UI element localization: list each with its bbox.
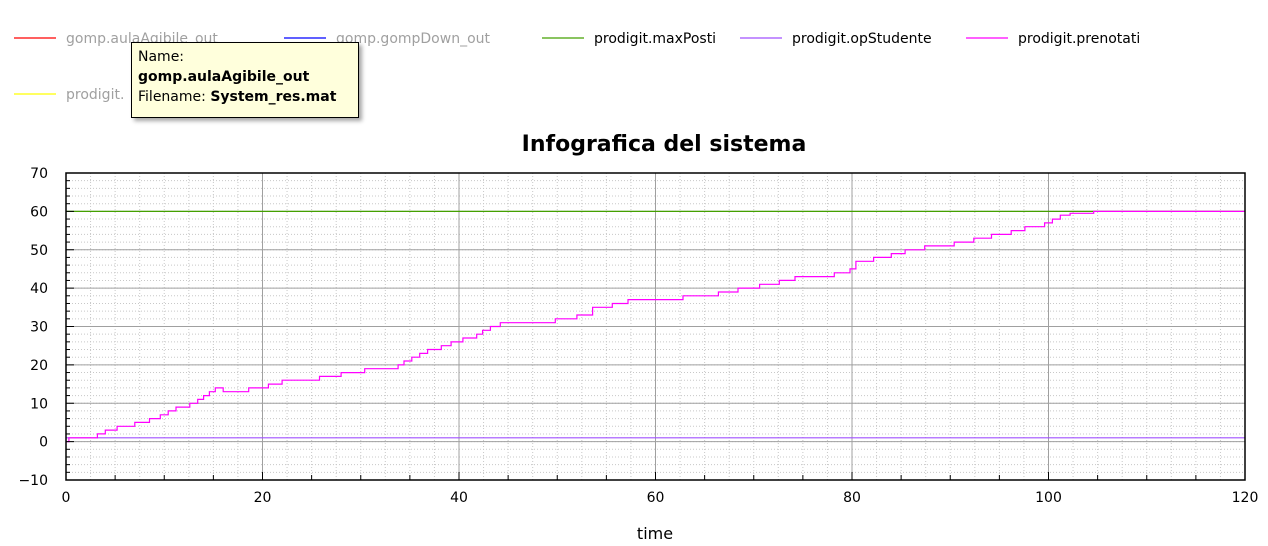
legend-item-label[interactable]: prodigit.opStudente bbox=[792, 31, 932, 47]
chart-title: Infografica del sistema bbox=[522, 132, 807, 157]
series-line-prodigit-prenotati bbox=[66, 210, 1245, 443]
y-tick-label: 70 bbox=[30, 166, 48, 182]
x-tick-label: 0 bbox=[62, 490, 71, 506]
x-tick-label: 80 bbox=[843, 490, 861, 506]
y-tick-label: 30 bbox=[30, 320, 48, 336]
legend-item-label[interactable]: prodigit.maxPosti bbox=[594, 31, 716, 47]
legend-item-label[interactable]: prodigit.prenotati bbox=[1018, 31, 1140, 47]
series-layer bbox=[66, 210, 1245, 443]
y-tick-label: 40 bbox=[30, 281, 48, 297]
y-tick-label: 0 bbox=[39, 435, 48, 451]
x-tick-label: 60 bbox=[647, 490, 665, 506]
series-tooltip: Name: gomp.aulaAgibile_out Filename: Sys… bbox=[131, 42, 359, 118]
tooltip-name-value: gomp.aulaAgibile_out bbox=[138, 69, 310, 85]
y-tick-labels: −10 0 10 20 30 40 50 60 70 bbox=[18, 166, 48, 489]
x-tick-label: 120 bbox=[1232, 490, 1259, 506]
tooltip-filename-value: System_res.mat bbox=[210, 89, 337, 105]
y-tick-label: 20 bbox=[30, 358, 48, 374]
y-tick-label: 50 bbox=[30, 243, 48, 259]
y-tick-label: −10 bbox=[18, 473, 48, 489]
legend-item-label[interactable]: prodigit. bbox=[66, 87, 124, 103]
legend-item-label[interactable]: gomp.gompDown_out bbox=[336, 31, 491, 47]
legend: gomp.aulaAgibile_out gomp.gompDown_out pro… bbox=[14, 31, 1140, 103]
y-tick-label: 10 bbox=[30, 396, 48, 412]
x-tick-label: 100 bbox=[1035, 490, 1062, 506]
tooltip-filename-label: Filename: bbox=[138, 89, 206, 105]
y-tick-label: 60 bbox=[30, 204, 48, 220]
tooltip-name-label: Name: bbox=[138, 49, 185, 65]
x-tick-label: 40 bbox=[450, 490, 468, 506]
axis-ticks bbox=[65, 172, 1246, 481]
x-tick-labels: 0 20 40 60 80 100 120 bbox=[62, 490, 1259, 506]
x-axis-label: time bbox=[637, 524, 673, 543]
x-tick-label: 20 bbox=[254, 490, 272, 506]
